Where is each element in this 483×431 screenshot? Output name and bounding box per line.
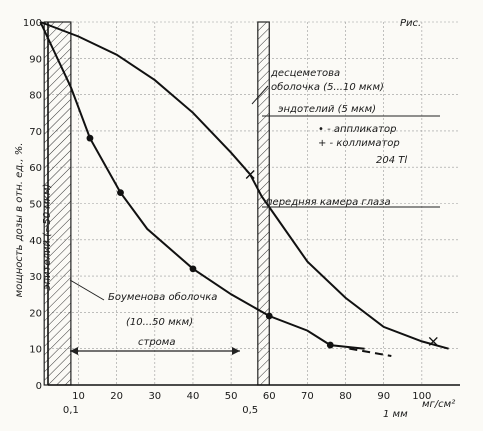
data-markers	[86, 134, 438, 349]
y-tick-label-50: 50	[29, 200, 42, 211]
y-tick-label-90: 90	[29, 54, 42, 65]
x-tick-label-60: 60	[263, 391, 276, 402]
legend-applicator: • - аппликатор	[318, 124, 396, 135]
series-1-point-1	[428, 336, 438, 346]
annotation-bowman-1: Боуменова оболочка	[108, 291, 217, 303]
annotation-bowman-2: (10...50 мкм)	[126, 317, 193, 328]
annotation-endothelium: эндотелий (5 мкм)	[278, 104, 376, 115]
mm-tick-label-0: 0,1	[63, 405, 79, 416]
y-tick-label-40: 40	[29, 236, 42, 247]
tick-labels: 0 10 20 30 40 50 60 70 80 90 100 10 20 30 40 50 60 70 80 90…	[23, 18, 431, 416]
y-tick-label-10: 10	[29, 345, 42, 356]
x-tick-label-20: 20	[110, 391, 123, 402]
series-0-point-3	[265, 312, 273, 320]
series-1-line	[40, 21, 449, 350]
x-axis-mm-label: 1 мм	[383, 409, 408, 420]
series-1-point-0	[245, 169, 255, 179]
x-tick-label-30: 30	[148, 391, 161, 402]
descemet-pointer	[251, 85, 269, 105]
x-axis-units-label: мг/см²	[422, 399, 455, 410]
source-label: 204 Tl	[376, 155, 407, 166]
annotation-epithelium: эпителий (~50 мкм)	[42, 184, 53, 290]
dose-curves	[39, 21, 449, 357]
series-0-point-1	[117, 189, 124, 197]
gridlines	[48, 21, 460, 386]
y-tick-label-20: 20	[29, 308, 42, 319]
x-tick-label-40: 40	[187, 391, 200, 402]
bowman-pointer	[69, 279, 105, 301]
x-tick-label-90: 90	[377, 391, 390, 402]
x-tick-label-50: 50	[225, 391, 238, 402]
annotation-stroma: строма	[138, 337, 175, 348]
legend-collimator: + - коллиматор	[318, 138, 400, 149]
y-tick-label-60: 60	[29, 163, 42, 174]
annotation-chamber: передняя камера глаза	[266, 197, 391, 208]
annotation-descemet-1: десцеметова	[270, 68, 340, 79]
series-0-point-4	[326, 341, 334, 349]
annotation-descemet-2: оболочка (5...10 мкм)	[271, 81, 384, 93]
series-0-point-0	[86, 134, 94, 142]
mm-tick-label-1: 0,5	[242, 405, 258, 416]
y-tick-label-80: 80	[29, 91, 42, 102]
series-0-dashed	[349, 347, 392, 357]
stroma-arrow-head-right	[232, 347, 240, 355]
series-0-point-2	[189, 265, 197, 273]
y-tick-label-100: 100	[23, 18, 42, 29]
x-tick-label-70: 70	[301, 391, 314, 402]
corner-label: Рис.	[400, 18, 421, 29]
stroma-arrow-head-left	[70, 347, 78, 355]
y-tick-label-30: 30	[29, 272, 42, 283]
y-tick-label-70: 70	[29, 127, 42, 138]
y-tick-label-0: 0	[36, 381, 42, 392]
y-axis-label: мощность дозы в отн. ед., %.	[14, 143, 25, 298]
x-tick-label-10: 10	[72, 391, 85, 402]
axes	[47, 22, 460, 386]
x-tick-label-80: 80	[339, 391, 352, 402]
x-tick-label-100: 100	[412, 391, 431, 402]
